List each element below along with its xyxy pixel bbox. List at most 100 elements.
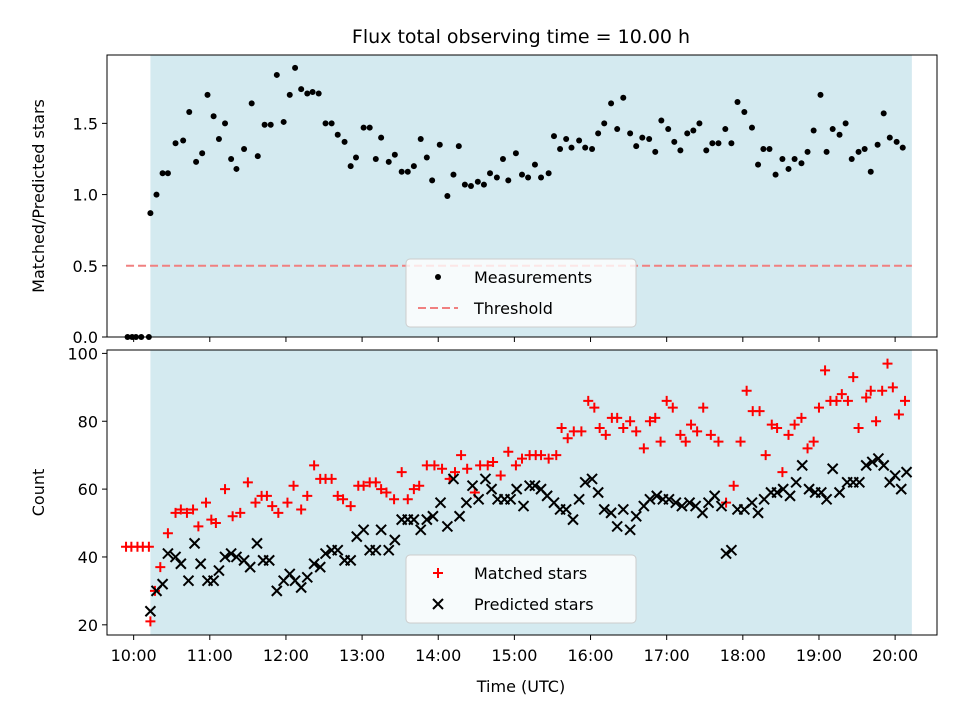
predicted-point: [579, 476, 591, 489]
predicted-point: [219, 551, 231, 563]
top-y-axis-label: Matched/Predicted stars: [29, 99, 48, 293]
measurement-point: [671, 138, 678, 145]
measurement-point: [210, 113, 217, 120]
measurement-point: [450, 171, 457, 178]
matched-point: [551, 450, 562, 461]
predicted-point: [796, 459, 808, 472]
matched-point: [680, 436, 691, 447]
matched-point: [882, 358, 893, 369]
predicted-point: [244, 561, 256, 573]
predicted-point: [820, 493, 833, 505]
matched-point: [741, 385, 752, 396]
matched-point: [273, 507, 284, 518]
predicted-point: [357, 524, 370, 536]
bottom-x-ticks: 10:00 11:00 12:00 13:00 14:00 15:00 16:00 17:00…: [111, 635, 918, 665]
y-tick-label: 80: [78, 412, 98, 431]
measurement-point: [874, 141, 881, 148]
matched-point: [813, 402, 824, 413]
measurement-point: [798, 160, 805, 167]
measurement-point: [563, 136, 570, 143]
measurement-point: [153, 191, 160, 198]
measurement-point: [829, 126, 836, 133]
matched-point: [181, 507, 192, 518]
legend-label: Threshold: [473, 299, 553, 318]
measurement-point: [633, 143, 640, 150]
matched-point: [802, 443, 813, 454]
predicted-point: [415, 524, 427, 536]
matched-point: [583, 395, 594, 406]
measurement-point: [665, 126, 672, 133]
matched-point: [338, 494, 349, 505]
bottom-legend: Matched stars Predicted stars: [405, 554, 637, 624]
measurement-point: [550, 133, 557, 140]
measurement-point: [817, 91, 824, 98]
predicted-point: [663, 493, 675, 505]
predicted-point: [651, 490, 663, 502]
matched-point: [227, 511, 238, 522]
predicted-point: [213, 564, 225, 577]
count-panel: 20 40 60 80 100 10:00 11:00 12:00 13:00 14:00 15:…: [29, 344, 938, 696]
matched-point: [848, 372, 859, 383]
matched-point: [376, 484, 387, 495]
matched-point: [358, 480, 369, 491]
measurement-point: [499, 155, 506, 162]
measurement-point: [193, 158, 200, 165]
measurement-point: [608, 100, 615, 107]
matched-point: [396, 467, 407, 478]
predicted-point: [725, 544, 738, 556]
measurement-point: [341, 138, 348, 145]
predicted-point: [630, 510, 642, 522]
measurement-point: [328, 120, 335, 127]
measurement-point: [286, 91, 293, 98]
matched-point: [650, 412, 661, 423]
matched-point: [853, 423, 864, 434]
ratio-panel: 0.0 0.5 1.0 1.5 Matched/Predicted stars Mea…: [29, 54, 938, 347]
x-tick-label: 17:00: [644, 646, 690, 665]
measurement-point: [861, 146, 868, 152]
matched-point: [309, 460, 320, 471]
matched-point: [175, 504, 186, 515]
measurement-point: [204, 91, 211, 98]
predicted-point: [833, 486, 846, 499]
predicted-point: [877, 459, 890, 472]
y-tick-label: 40: [78, 548, 98, 567]
matched-point: [302, 490, 313, 501]
matched-point: [536, 450, 547, 461]
measurement-point: [741, 108, 748, 115]
matched-point: [820, 365, 831, 376]
predicted-point: [884, 476, 896, 489]
measurement-point: [785, 165, 792, 172]
measurement-point: [436, 141, 443, 148]
measurement-point: [677, 147, 684, 154]
measurement-point: [186, 108, 193, 115]
measurement-point: [461, 181, 468, 188]
predicted-point: [156, 578, 169, 590]
legend-box: [405, 258, 637, 328]
matched-point: [893, 409, 904, 420]
matched-point: [517, 453, 527, 464]
predicted-point: [560, 503, 572, 516]
measurement-point: [512, 150, 519, 157]
measurement-point: [273, 71, 280, 78]
measurement-point: [304, 90, 311, 97]
predicted-point: [301, 571, 313, 584]
measurement-point: [241, 146, 248, 152]
measurement-point: [159, 170, 166, 177]
measurement-point: [836, 131, 843, 138]
predicted-point: [504, 493, 517, 505]
predicted-point: [900, 466, 913, 478]
matched-point: [686, 419, 697, 430]
predicted-point: [517, 500, 530, 512]
bottom-y-ticks: 20 40 60 80 100: [67, 344, 107, 635]
measurement-point: [315, 90, 322, 97]
measurement-point: [480, 181, 487, 188]
predicted-point: [586, 473, 598, 485]
matched-point: [796, 412, 807, 423]
matched-point: [220, 484, 231, 495]
x-axis-label: Time (UTC): [476, 677, 565, 696]
matched-point: [381, 487, 392, 498]
matched-point: [162, 528, 173, 539]
predicted-point: [683, 496, 696, 509]
matched-point: [692, 426, 703, 437]
